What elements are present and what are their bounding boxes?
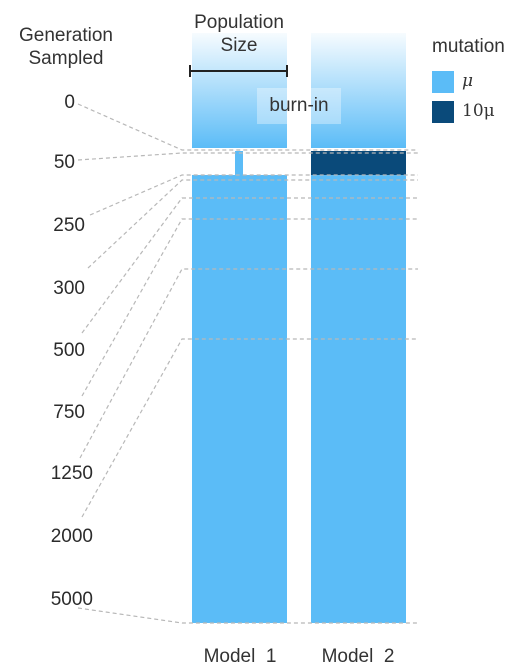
population-size-header: Population Size: [194, 12, 284, 56]
generation-label-300: 300: [53, 278, 85, 299]
legend-swatch-mu: [432, 71, 454, 93]
model1-bottleneck-block: [235, 151, 243, 175]
model2-high-mutation-block: [311, 151, 406, 175]
generation-label-2000: 2000: [50, 526, 93, 547]
model1-main-block: [192, 175, 287, 623]
generation-label-500: 500: [53, 340, 85, 361]
connector-5000: [77, 607, 418, 624]
connector-1250: [79, 268, 418, 459]
model2-burnin-block: [311, 33, 406, 148]
population-size-scale-bar: [189, 65, 288, 77]
generation-sampled-header: Generation Sampled: [18, 25, 113, 69]
connector-50: [77, 152, 418, 161]
model1-burnin-block: [192, 33, 287, 148]
generation-label-50: 50: [53, 152, 75, 173]
generation-label-0: 0: [64, 92, 75, 113]
legend-label-ten-mu: 10μ: [462, 101, 495, 121]
generation-label-250: 250: [53, 215, 85, 236]
legend-swatch-ten-mu: [432, 101, 454, 123]
connector-750: [81, 218, 418, 397]
connector-2000: [81, 338, 418, 518]
connector-0: [77, 103, 418, 151]
generation-label-750: 750: [53, 402, 85, 423]
burn-in-label: burn-in: [257, 88, 341, 124]
model2-main-block: [311, 175, 406, 623]
generation-connectors: [77, 103, 418, 624]
legend-label-mu: μ: [462, 71, 474, 91]
model-2-label: Model 2: [321, 646, 395, 667]
generation-label-5000: 5000: [50, 589, 93, 610]
legend-title: mutation: [432, 36, 505, 57]
connector-250: [89, 174, 418, 216]
model-1-label: Model 1: [203, 646, 277, 667]
connector-300: [87, 179, 418, 269]
generation-label-1250: 1250: [50, 463, 93, 484]
connector-500: [81, 197, 418, 334]
